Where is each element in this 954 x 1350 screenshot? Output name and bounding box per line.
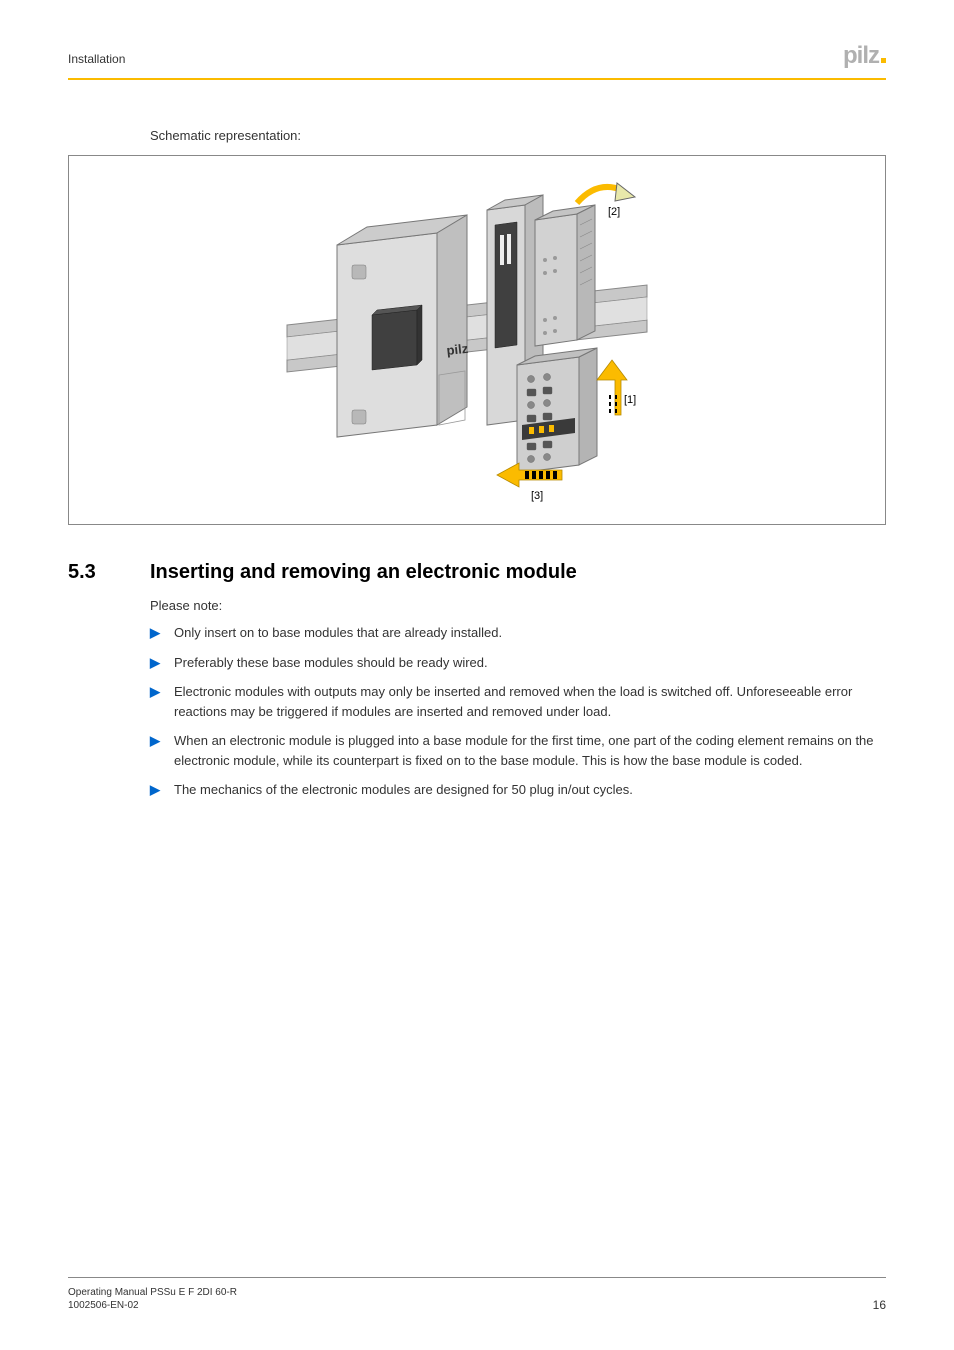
footer-page-number: 16 [873, 1298, 886, 1312]
brand-logo-dot [881, 58, 886, 63]
list-item: ▶ Only insert on to base modules that ar… [150, 623, 886, 643]
bullet-marker-icon: ▶ [150, 653, 160, 673]
bullet-marker-icon: ▶ [150, 682, 160, 702]
list-item: ▶ The mechanics of the electronic module… [150, 780, 886, 800]
diagram-intro: Schematic representation: [150, 128, 886, 143]
section-number: 5.3 [68, 561, 150, 810]
bullet-marker-icon: ▶ [150, 780, 160, 800]
annotation-label-1: [1] [624, 394, 636, 406]
section-intro: Please note: [150, 598, 886, 613]
bullet-text: When an electronic module is plugged int… [174, 731, 886, 770]
module-brand-label: pilz [446, 341, 470, 358]
bullet-marker-icon: ▶ [150, 731, 160, 751]
footer-line-2: 1002506-EN-02 [68, 1299, 237, 1312]
list-item: ▶ Preferably these base modules should b… [150, 653, 886, 673]
annotation-label-2: [2] [608, 206, 620, 218]
footer-doc-info: Operating Manual PSSu E F 2DI 60-R 10025… [68, 1286, 237, 1312]
annotation-arrow-1: [1] [597, 360, 636, 415]
bullet-marker-icon: ▶ [150, 623, 160, 643]
schematic-svg: pilz [217, 165, 737, 515]
bullet-text: Only insert on to base modules that are … [174, 623, 502, 643]
schematic-diagram: pilz [68, 155, 886, 525]
bullet-text: The mechanics of the electronic modules … [174, 780, 633, 800]
page-header-title: Installation [68, 52, 125, 66]
bullet-text: Preferably these base modules should be … [174, 653, 488, 673]
brand-logo: pilz [843, 42, 886, 70]
section-title: Inserting and removing an electronic mod… [150, 561, 886, 584]
bullet-list: ▶ Only insert on to base modules that ar… [150, 623, 886, 800]
list-item: ▶ Electronic modules with outputs may on… [150, 682, 886, 721]
brand-logo-text: pilz [843, 42, 879, 70]
head-module: pilz [337, 215, 469, 437]
bullet-text: Electronic modules with outputs may only… [174, 682, 886, 721]
footer-divider [68, 1277, 886, 1278]
footer-line-1: Operating Manual PSSu E F 2DI 60-R [68, 1286, 237, 1299]
annotation-label-3: [3] [531, 490, 543, 502]
list-item: ▶ When an electronic module is plugged i… [150, 731, 886, 770]
